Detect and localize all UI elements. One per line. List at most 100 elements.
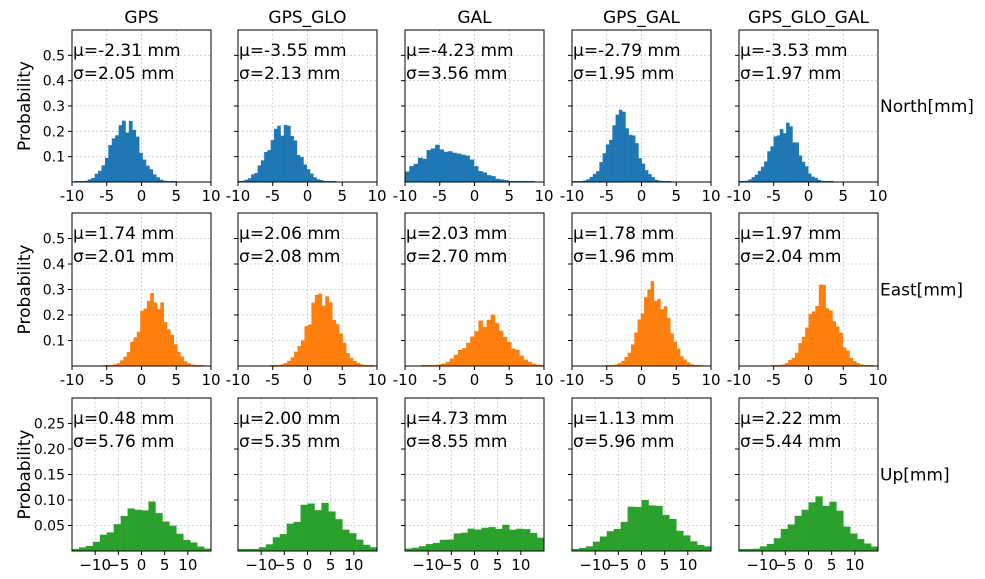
histogram-bar	[843, 526, 851, 551]
histogram-bar	[478, 320, 483, 366]
histogram-bar	[141, 510, 149, 551]
histogram-bar	[441, 363, 446, 366]
histogram-bar	[453, 533, 461, 551]
histogram-bar	[77, 180, 82, 182]
histogram-bar	[287, 360, 291, 366]
y-tick-label: 0.5	[43, 232, 65, 248]
histogram-bar	[304, 326, 309, 366]
x-tick-label: 0	[637, 371, 647, 389]
histogram-bar	[641, 499, 649, 551]
histogram-bar	[757, 170, 762, 182]
x-tick-label: 0	[470, 556, 480, 574]
x-tick-label: -5	[599, 371, 614, 389]
sigma-annotation: σ=2.01 mm	[73, 247, 174, 267]
column-title-gps: GPS	[124, 8, 158, 28]
histogram-bar	[113, 524, 121, 551]
histogram-bar	[437, 364, 442, 366]
x-tick-label: 0	[303, 187, 313, 205]
histogram-bar	[108, 145, 113, 182]
histogram-bar	[609, 139, 613, 182]
x-tick-label: -5	[265, 371, 280, 389]
histogram-bar	[789, 126, 793, 182]
y-tick-label: 0.3	[43, 99, 65, 115]
histogram-bar	[592, 541, 601, 551]
histogram-bar	[771, 364, 775, 366]
histogram-bar	[811, 176, 815, 182]
histogram-bar	[363, 544, 371, 551]
y-tick-label: 0.1	[43, 150, 65, 166]
y-tick-label: 0.25	[34, 417, 65, 433]
histogram-bar	[826, 180, 831, 182]
histogram-bar	[624, 357, 629, 366]
histogram-bar	[173, 180, 178, 182]
histogram-bar	[535, 364, 541, 366]
histogram-bar	[494, 322, 500, 366]
histogram-bar	[856, 362, 860, 366]
histogram-bar	[197, 364, 201, 366]
histogram-bar	[752, 548, 761, 551]
x-tick-label: -10	[560, 187, 585, 205]
histogram-bar	[650, 281, 655, 366]
histogram-bar	[589, 176, 594, 182]
histogram-bar	[293, 521, 301, 551]
histogram-bar	[634, 332, 638, 366]
histogram-bar	[346, 353, 350, 366]
histogram-bar	[453, 354, 459, 366]
histogram-bar	[169, 180, 174, 182]
x-tick-label: 5	[171, 187, 181, 205]
histogram-bar	[101, 165, 106, 182]
histogram-bar	[782, 133, 787, 182]
histogram-bar	[644, 170, 649, 182]
histogram-bar	[651, 177, 655, 182]
histogram-bar	[644, 297, 648, 366]
histogram-bar	[99, 534, 108, 551]
histogram-bar	[445, 361, 451, 366]
x-tick-label: 0	[303, 371, 313, 389]
sigma-annotation: σ=2.08 mm	[239, 247, 340, 267]
histogram-bar	[72, 548, 80, 551]
histogram-bar	[842, 347, 847, 366]
mu-annotation: μ=1.13 mm	[573, 409, 674, 429]
histogram-bar	[596, 171, 600, 182]
histogram-bar	[120, 360, 124, 366]
histogram-bar	[683, 359, 687, 366]
histogram-bar	[773, 136, 778, 182]
histogram-bar	[314, 510, 322, 551]
histogram-bar	[74, 180, 78, 182]
histogram-bar	[244, 548, 253, 551]
histogram-bar	[657, 298, 661, 366]
histogram-bar	[625, 128, 629, 182]
column-title-gps-glo-gal: GPS_GLO_GAL	[748, 8, 869, 28]
panel-north-mm--gps-gal: -10 -5 0 5 10 μ=-2.79 mm σ=1.95 mm	[560, 29, 721, 205]
histogram-bar	[653, 300, 658, 366]
histogram-bar	[155, 513, 163, 551]
histogram-bar	[251, 548, 260, 551]
histogram-bar	[697, 544, 705, 551]
x-tick-label: −5	[107, 556, 129, 574]
sigma-annotation: σ=5.96 mm	[573, 432, 674, 452]
x-tick-label: 5	[493, 556, 503, 574]
histogram-bar	[585, 546, 594, 551]
histogram-bar	[106, 532, 114, 551]
histogram-bar	[193, 364, 198, 366]
x-tick-label: 10	[511, 556, 530, 574]
histogram-bar	[791, 357, 796, 366]
histogram-bar	[647, 289, 651, 366]
histogram-bar	[849, 357, 854, 366]
histogram-bar	[279, 534, 287, 551]
histogram-bar	[676, 530, 684, 551]
x-tick-label: −5	[440, 556, 462, 574]
histogram-bar	[136, 331, 141, 366]
x-tick-label: 10	[534, 187, 553, 205]
histogram-bar	[270, 140, 275, 182]
histogram-bar	[465, 155, 470, 182]
x-tick-label: 10	[201, 187, 220, 205]
histogram-bar	[111, 138, 116, 182]
histogram-bar	[183, 361, 188, 366]
histogram-bar	[825, 308, 830, 366]
x-tick-label: 5	[838, 187, 848, 205]
x-tick-label: 0	[470, 371, 480, 389]
histogram-bar	[349, 533, 357, 551]
histogram-bar	[529, 180, 535, 182]
histogram-bar	[482, 326, 487, 366]
